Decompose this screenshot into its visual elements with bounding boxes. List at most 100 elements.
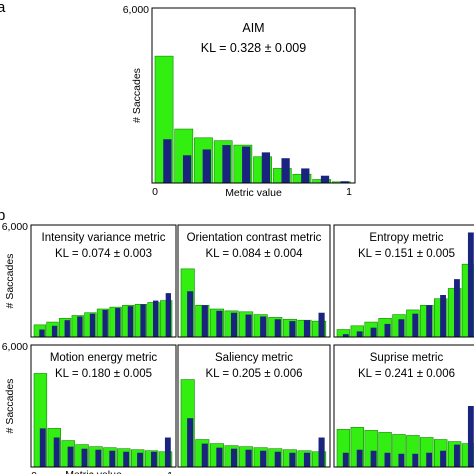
navy-bar-0	[39, 428, 46, 467]
x-axis-label: Metric value	[225, 187, 282, 199]
navy-bar-0	[342, 452, 349, 467]
kl-annotation: KL = 0.084 ± 0.004	[205, 248, 303, 260]
navy-bar-8	[454, 279, 460, 337]
navy-bar-0	[163, 139, 172, 183]
y-axis-label: # Saccades	[4, 379, 16, 434]
kl-annotation: KL = 0.074 ± 0.003	[55, 248, 152, 260]
chart-title: AIM	[242, 21, 264, 35]
navy-bar-5	[261, 152, 271, 184]
navy-bar-2	[370, 327, 377, 337]
navy-bar-2	[216, 310, 223, 337]
chart-saliency: Saliency metric KL = 0.205 ± 0.006	[177, 344, 331, 468]
navy-bar-0	[187, 418, 194, 467]
plot-frame	[151, 7, 356, 184]
navy-bar-3	[81, 448, 88, 467]
navy-bar-5	[260, 450, 267, 467]
panel-label-b: b	[0, 207, 5, 224]
chart-title: Saliency metric	[215, 352, 293, 364]
navy-bar-9	[467, 406, 474, 467]
chart-entropy: Entropy metric KL = 0.151 ± 0.005	[333, 224, 474, 338]
kl-annotation: KL = 0.205 ± 0.006	[205, 368, 302, 380]
kl-annotation: KL = 0.328 ± 0.009	[201, 41, 306, 55]
chart-orientation-contrast: Orientation contrast metric KL = 0.084 ± …	[177, 224, 331, 338]
navy-bar-6	[123, 451, 130, 467]
navy-bar-4	[95, 449, 102, 467]
navy-bar-2	[216, 447, 223, 467]
navy-bar-9	[164, 437, 171, 467]
navy-bar-9	[153, 300, 159, 337]
navy-bar-2	[370, 450, 377, 467]
navy-bar-1	[356, 331, 363, 337]
navy-bar-0	[39, 329, 45, 337]
plot-frame	[177, 224, 331, 338]
navy-bar-4	[398, 319, 405, 337]
navy-bar-7	[301, 168, 310, 183]
navy-bar-4	[245, 449, 252, 467]
navy-bar-0	[342, 334, 349, 337]
y-tick-label-max: 6,000	[123, 4, 149, 16]
chart-title: Intensity variance metric	[42, 232, 166, 244]
navy-bar-1	[182, 155, 192, 183]
x-tick-label-1: 1	[346, 186, 352, 198]
navy-bar-2	[67, 446, 74, 467]
navy-bar-3	[384, 452, 391, 467]
chart-title: Entropy metric	[369, 232, 443, 244]
chart-title: Motion energy metric	[50, 352, 158, 364]
navy-bar-5	[260, 316, 267, 337]
chart-intensity-variance: Intensity variance metric KL = 0.074 ± 0.…	[2, 221, 177, 338]
chart-aim: AIM KL = 0.328 ± 0.009 6,000 # Saccades 0 1 Me…	[123, 4, 356, 199]
navy-bar-8	[151, 451, 157, 467]
navy-bar-4	[245, 314, 252, 337]
y-axis-label: # Saccades	[4, 254, 16, 309]
navy-bar-5	[109, 450, 116, 467]
y-axis-label: # Saccades	[131, 68, 143, 123]
navy-bar-2	[202, 149, 211, 183]
navy-bar-9	[318, 312, 325, 337]
navy-bar-4	[89, 313, 96, 337]
navy-bar-1	[53, 437, 60, 467]
navy-bar-6	[274, 451, 281, 467]
x-axis-label: Metric value	[65, 469, 122, 474]
plot-frame	[30, 224, 177, 338]
navy-bar-9	[467, 232, 474, 337]
plot-frame	[333, 344, 474, 468]
navy-bar-8	[320, 175, 330, 183]
navy-bar-10	[165, 293, 171, 337]
navy-bar-3	[384, 323, 391, 337]
kl-annotation: KL = 0.241 ± 0.006	[358, 368, 455, 380]
navy-bar-8	[140, 304, 146, 337]
navy-bar-6	[274, 319, 281, 337]
navy-bar-1	[201, 305, 208, 337]
navy-bar-3	[230, 448, 238, 467]
navy-bar-3	[230, 312, 238, 337]
navy-bar-1	[356, 449, 363, 467]
navy-bar-5	[412, 313, 419, 337]
navy-bar-6	[426, 305, 433, 337]
navy-bar-7	[440, 450, 446, 467]
y-tick-label-max: 6,000	[2, 341, 28, 353]
panel-label-a: a	[0, 0, 6, 16]
navy-bar-8	[303, 320, 311, 337]
navy-bar-1	[51, 325, 58, 337]
navy-bar-2	[64, 320, 70, 337]
navy-bar-9	[318, 437, 325, 467]
navy-bar-4	[398, 453, 405, 467]
navy-bar-6	[281, 158, 290, 183]
navy-bar-9	[340, 181, 349, 183]
navy-bar-7	[137, 452, 143, 467]
navy-bar-4	[242, 146, 251, 183]
navy-bar-8	[454, 444, 460, 467]
navy-bar-7	[127, 306, 134, 337]
navy-bar-6	[115, 308, 121, 337]
chart-title: Orientation contrast metric	[187, 232, 322, 244]
x-tick-label-0: 0	[152, 186, 158, 198]
x-tick-label-0: 0	[31, 470, 37, 474]
navy-bar-7	[289, 452, 296, 467]
kl-annotation: KL = 0.180 ± 0.005	[55, 368, 152, 380]
navy-bar-8	[303, 452, 311, 467]
navy-bar-5	[412, 453, 419, 467]
navy-bar-1	[201, 443, 208, 467]
navy-bar-7	[440, 295, 446, 337]
chart-title: Suprise metric	[370, 352, 444, 364]
